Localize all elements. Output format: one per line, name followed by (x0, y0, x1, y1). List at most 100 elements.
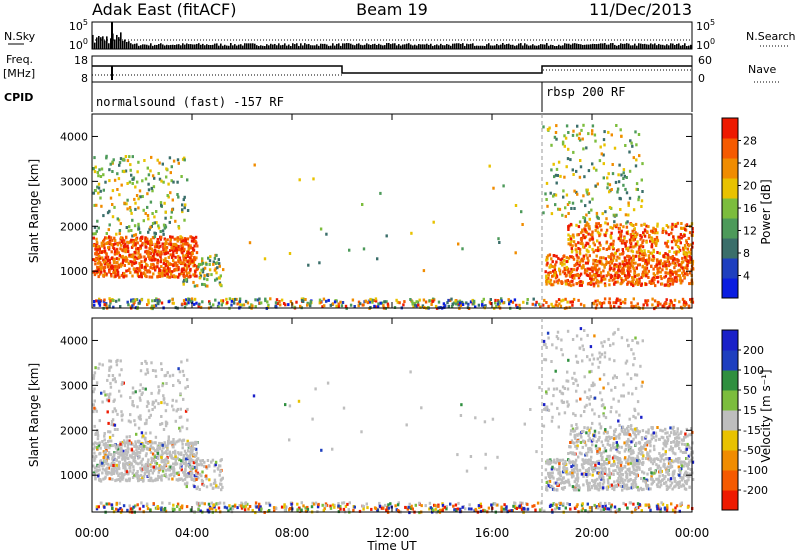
nsky-bar (232, 45, 234, 49)
range-cell (186, 439, 189, 443)
range-cell (124, 455, 127, 459)
range-cell (161, 446, 165, 450)
range-cell (138, 247, 142, 251)
range-cell (156, 261, 159, 265)
nsky-bar (254, 43, 256, 49)
nsky-bar (116, 34, 118, 49)
range-cell (624, 213, 628, 217)
range-cell (154, 461, 157, 465)
range-cell (594, 248, 598, 252)
range-cell (208, 302, 211, 306)
range-cell (120, 240, 124, 244)
range-cell (617, 276, 620, 280)
range-cell (616, 271, 619, 275)
range-cell (629, 256, 633, 260)
range-cell (654, 229, 658, 232)
range-cell (148, 416, 151, 419)
nsky-bar (94, 42, 96, 49)
range-cell (131, 391, 135, 395)
range-cell (563, 144, 566, 148)
nsky-bar (492, 45, 494, 49)
range-cell (123, 272, 126, 276)
range-cell (623, 263, 626, 267)
range-cell (602, 153, 605, 157)
range-cell (138, 389, 142, 393)
range-cell (121, 440, 124, 444)
range-cell (645, 262, 649, 266)
range-cell (421, 304, 425, 308)
range-cell (258, 297, 261, 301)
range-cell (672, 261, 675, 265)
range-cell (160, 474, 164, 478)
range-cell (135, 247, 138, 251)
range-cell (625, 258, 628, 262)
range-cell (304, 509, 308, 513)
range-cell (627, 267, 631, 271)
range-cell (669, 270, 672, 274)
range-cell (147, 188, 151, 192)
range-cell (106, 410, 109, 414)
range-cell (103, 434, 106, 438)
range-cell (275, 506, 278, 510)
range-cell (637, 281, 641, 285)
range-cell (181, 208, 184, 212)
nsky-bar (286, 45, 288, 49)
range-cell (106, 265, 110, 269)
range-cell (640, 257, 643, 261)
range-cell (283, 505, 286, 509)
range-cell (577, 274, 580, 278)
range-cell (112, 158, 115, 162)
range-cell (611, 278, 614, 282)
nsky-bar (110, 38, 112, 49)
range-cell (137, 301, 140, 305)
range-cell (621, 248, 624, 251)
range-cell (587, 242, 590, 246)
range-cell (111, 160, 114, 164)
range-cell (183, 242, 187, 246)
range-cell (684, 228, 687, 232)
range-cell (359, 302, 362, 306)
range-cell (554, 173, 558, 177)
nsky-bar (598, 43, 600, 49)
range-cell (152, 272, 155, 276)
range-cell (641, 264, 645, 268)
range-cell (181, 261, 184, 265)
range-cell (588, 254, 591, 258)
range-cell (573, 264, 576, 268)
range-cell (559, 258, 562, 262)
range-cell (113, 377, 116, 381)
range-cell (587, 250, 590, 254)
range-cell (191, 236, 194, 240)
range-cell (558, 467, 561, 471)
range-cell (684, 470, 687, 474)
range-cell (153, 257, 156, 261)
range-cell (575, 253, 578, 257)
range-cell (184, 409, 188, 413)
range-cell (634, 282, 637, 286)
range-cell (673, 266, 676, 270)
range-cell (94, 189, 97, 193)
range-cell (550, 283, 553, 287)
range-cell (643, 273, 646, 277)
range-cell (196, 244, 199, 248)
range-cell (140, 260, 143, 264)
range-cell (177, 244, 180, 248)
range-cell (586, 274, 590, 277)
range-cell (647, 503, 650, 507)
range-cell (175, 399, 178, 403)
range-cell (604, 504, 607, 508)
range-cell (191, 451, 194, 455)
nsky-bar (580, 44, 582, 49)
range-cell (114, 274, 117, 278)
range-cell (590, 266, 594, 270)
range-cell (385, 508, 388, 512)
range-cell (122, 258, 125, 262)
range-cell (172, 450, 175, 454)
nsky-bar (568, 43, 570, 49)
range-cell (348, 501, 351, 505)
nsky-bar (658, 43, 660, 49)
range-cell (679, 233, 683, 236)
range-cell (233, 297, 237, 301)
range-cell (511, 300, 515, 304)
range-cell (526, 502, 529, 506)
